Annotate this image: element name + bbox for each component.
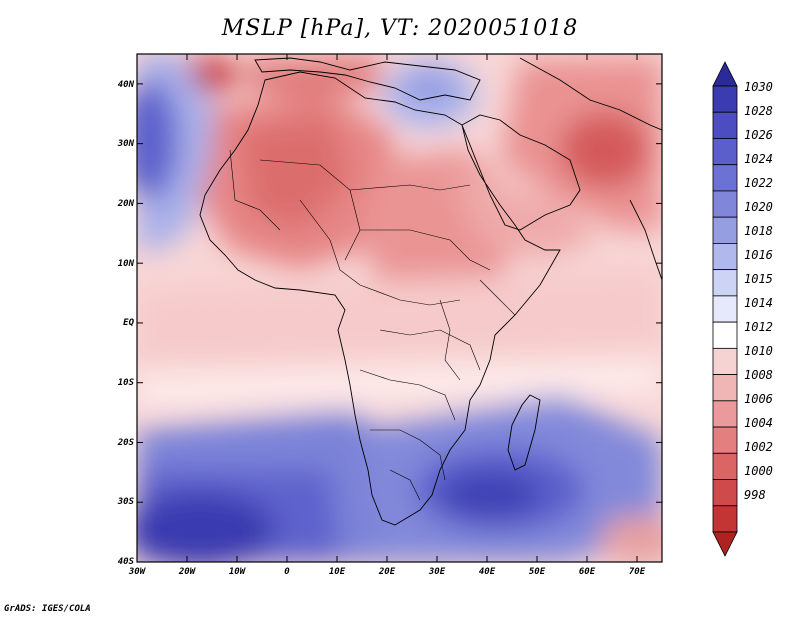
colorbar-box — [712, 138, 738, 166]
lat-label: EQ — [123, 318, 134, 328]
colorbar-label: 1020 — [744, 200, 773, 214]
colorbar-box — [712, 269, 738, 297]
coastlines — [199, 57, 662, 526]
colorbar-label: 1010 — [744, 344, 773, 358]
map-frame — [136, 53, 663, 563]
colorbar-box — [712, 295, 738, 323]
africa-coastline — [199, 71, 561, 526]
colorbar-box — [712, 479, 738, 507]
lon-label: 20W — [178, 567, 196, 577]
lon-label: 50E — [528, 567, 546, 577]
colorbar-box — [712, 85, 738, 113]
lat-label: 40N — [117, 80, 134, 90]
colorbar-box — [712, 426, 738, 454]
colorbar-box — [712, 452, 738, 480]
colorbar-box — [712, 190, 738, 218]
lat-label: 30S — [117, 497, 134, 507]
lon-label: 0 — [284, 567, 290, 577]
colorbar-label: 998 — [744, 488, 766, 502]
colorbar-label: 1002 — [744, 440, 773, 454]
colorbar-box — [712, 400, 738, 428]
europe-coastline — [254, 57, 481, 101]
credit-text: GrADS: IGES/COLA — [4, 604, 91, 614]
asia-coastline — [519, 57, 662, 131]
colorbar-label: 1028 — [744, 104, 773, 118]
lon-label: 30E — [428, 567, 446, 577]
map-title: MSLP [hPa], VT: 2020051018 — [221, 16, 579, 41]
colorbar-label: 1018 — [744, 224, 773, 238]
colorbar-label: 1000 — [744, 464, 773, 478]
map-ticks — [136, 54, 662, 563]
colorbar-cap-top — [712, 61, 738, 87]
colorbar-label: 1030 — [744, 80, 773, 94]
colorbar-label: 1014 — [744, 296, 773, 310]
colorbar-label: 1026 — [744, 128, 773, 142]
lon-label: 20E — [378, 567, 396, 577]
colorbar-box — [712, 505, 738, 533]
colorbar-box — [712, 321, 738, 349]
lat-label: 40S — [117, 557, 134, 567]
lon-label: 70E — [628, 567, 646, 577]
india-coastline — [629, 199, 662, 281]
colorbar-label: 1015 — [744, 272, 773, 286]
colorbar-box — [712, 243, 738, 271]
lon-label: 10W — [228, 567, 246, 577]
colorbar-label: 1016 — [744, 248, 773, 262]
colorbar-cap-bottom — [712, 531, 738, 557]
colorbar-box — [712, 216, 738, 244]
colorbar-label: 1024 — [744, 152, 773, 166]
colorbar-box — [712, 111, 738, 139]
colorbar-box — [712, 374, 738, 402]
lat-label: 20S — [117, 438, 134, 448]
colorbar-label: 1022 — [744, 176, 773, 190]
arabia-coastline — [461, 114, 581, 231]
lon-label: 10E — [328, 567, 346, 577]
lon-label: 60E — [578, 567, 596, 577]
lat-label: 30N — [117, 139, 134, 149]
colorbar-label: 1004 — [744, 416, 773, 430]
colorbar-label: 1008 — [744, 368, 773, 382]
mslp-field — [137, 54, 662, 562]
colorbar-label: 1012 — [744, 320, 773, 334]
madagascar-coastline — [507, 394, 541, 471]
lat-label: 10N — [117, 259, 134, 269]
colorbar-label: 1006 — [744, 392, 773, 406]
lon-label: 30W — [128, 567, 146, 577]
colorbar-box — [712, 347, 738, 375]
colorbar — [712, 61, 738, 557]
lon-label: 40E — [478, 567, 496, 577]
lat-label: 20N — [117, 199, 134, 209]
lat-label: 10S — [117, 378, 134, 388]
colorbar-box — [712, 164, 738, 192]
